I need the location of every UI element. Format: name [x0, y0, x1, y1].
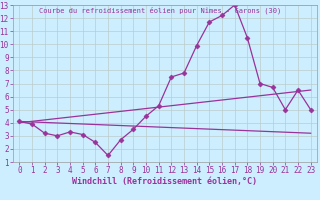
X-axis label: Windchill (Refroidissement éolien,°C): Windchill (Refroidissement éolien,°C) — [73, 177, 258, 186]
Text: Courbe du refroidissement éolien pour Nîmes - Garons (30): Courbe du refroidissement éolien pour Nî… — [39, 6, 281, 14]
